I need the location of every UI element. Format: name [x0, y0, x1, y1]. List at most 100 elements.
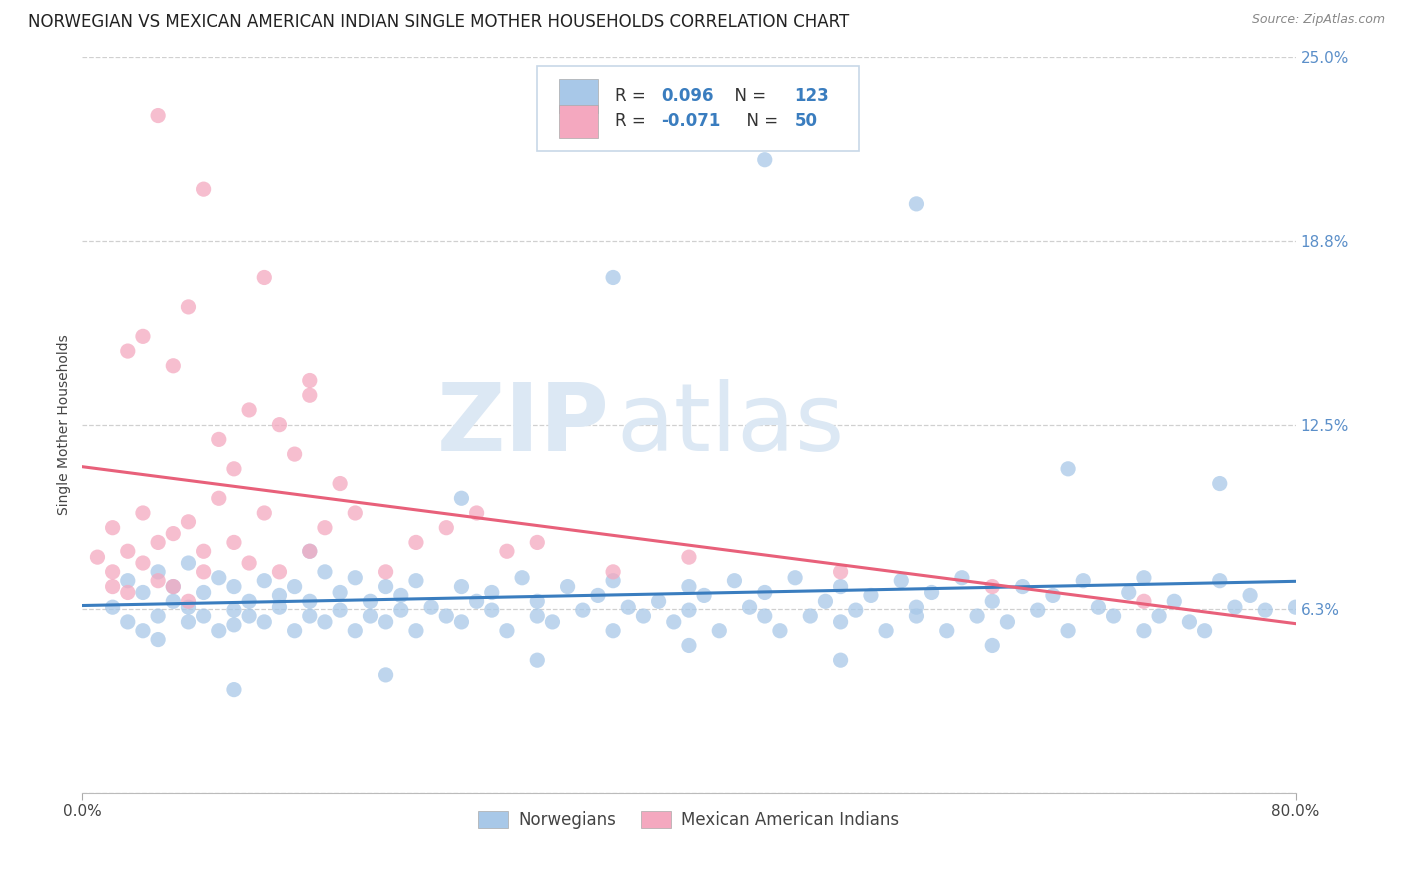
Point: [405, 535, 427, 549]
Point: [269, 589, 291, 603]
Point: [1133, 594, 1156, 608]
Point: [253, 270, 276, 285]
Point: [238, 556, 260, 570]
Point: [1223, 600, 1246, 615]
Point: [678, 550, 700, 565]
Point: [602, 565, 624, 579]
Point: [465, 506, 488, 520]
Text: -0.071: -0.071: [661, 112, 720, 130]
Point: [162, 580, 184, 594]
Point: [1042, 589, 1064, 603]
Point: [905, 600, 928, 615]
Point: [830, 653, 852, 667]
Point: [208, 433, 231, 447]
Point: [177, 556, 200, 570]
Point: [314, 521, 336, 535]
Point: [1087, 600, 1109, 615]
Point: [344, 506, 367, 520]
Point: [602, 574, 624, 588]
Point: [269, 417, 291, 432]
Point: [754, 585, 776, 599]
Point: [405, 574, 427, 588]
Point: [450, 615, 472, 629]
Point: [101, 565, 124, 579]
Point: [1209, 476, 1232, 491]
Point: [602, 624, 624, 638]
Point: [329, 603, 352, 617]
Point: [905, 197, 928, 211]
Point: [1057, 624, 1080, 638]
Point: [132, 329, 155, 343]
Point: [222, 682, 245, 697]
Point: [146, 109, 169, 123]
Point: [981, 580, 1004, 594]
Point: [146, 574, 169, 588]
Point: [481, 585, 503, 599]
Point: [117, 574, 139, 588]
Point: [830, 580, 852, 594]
Point: [830, 615, 852, 629]
Point: [754, 153, 776, 167]
Point: [193, 565, 215, 579]
Point: [662, 615, 685, 629]
Point: [1133, 571, 1156, 585]
Point: [557, 580, 579, 594]
Point: [541, 615, 564, 629]
Point: [374, 615, 396, 629]
Point: [101, 600, 124, 615]
Point: [769, 624, 792, 638]
Point: [1011, 580, 1033, 594]
Legend: Norwegians, Mexican American Indians: Norwegians, Mexican American Indians: [472, 805, 905, 836]
Point: [450, 580, 472, 594]
Point: [859, 589, 882, 603]
Point: [101, 521, 124, 535]
Point: [617, 600, 640, 615]
Point: [981, 594, 1004, 608]
Point: [177, 515, 200, 529]
Point: [966, 609, 988, 624]
Text: Source: ZipAtlas.com: Source: ZipAtlas.com: [1251, 13, 1385, 27]
Point: [193, 609, 215, 624]
Point: [693, 589, 716, 603]
Point: [222, 462, 245, 476]
Point: [146, 609, 169, 624]
Point: [1026, 603, 1049, 617]
Point: [1133, 624, 1156, 638]
Text: 50: 50: [794, 112, 817, 130]
Point: [146, 632, 169, 647]
Point: [526, 594, 548, 608]
Point: [1071, 574, 1094, 588]
FancyBboxPatch shape: [560, 79, 598, 112]
Point: [738, 600, 761, 615]
Point: [754, 609, 776, 624]
Point: [1284, 600, 1306, 615]
Point: [132, 585, 155, 599]
Point: [162, 594, 184, 608]
Point: [647, 594, 669, 608]
Point: [1239, 589, 1261, 603]
Text: ZIP: ZIP: [437, 379, 610, 471]
Point: [450, 491, 472, 506]
Point: [208, 571, 231, 585]
Point: [678, 603, 700, 617]
Point: [117, 615, 139, 629]
Point: [1147, 609, 1170, 624]
Point: [101, 580, 124, 594]
Point: [496, 544, 519, 558]
Text: 0.096: 0.096: [661, 87, 713, 105]
Point: [132, 556, 155, 570]
Point: [208, 624, 231, 638]
Point: [298, 544, 321, 558]
Point: [117, 544, 139, 558]
Text: 123: 123: [794, 87, 830, 105]
Point: [571, 603, 593, 617]
Point: [193, 182, 215, 196]
Point: [875, 624, 897, 638]
Point: [132, 506, 155, 520]
Point: [284, 580, 307, 594]
Point: [526, 535, 548, 549]
Point: [1194, 624, 1216, 638]
Text: NORWEGIAN VS MEXICAN AMERICAN INDIAN SINGLE MOTHER HOUSEHOLDS CORRELATION CHART: NORWEGIAN VS MEXICAN AMERICAN INDIAN SIN…: [28, 13, 849, 31]
Point: [510, 571, 533, 585]
Point: [162, 359, 184, 373]
